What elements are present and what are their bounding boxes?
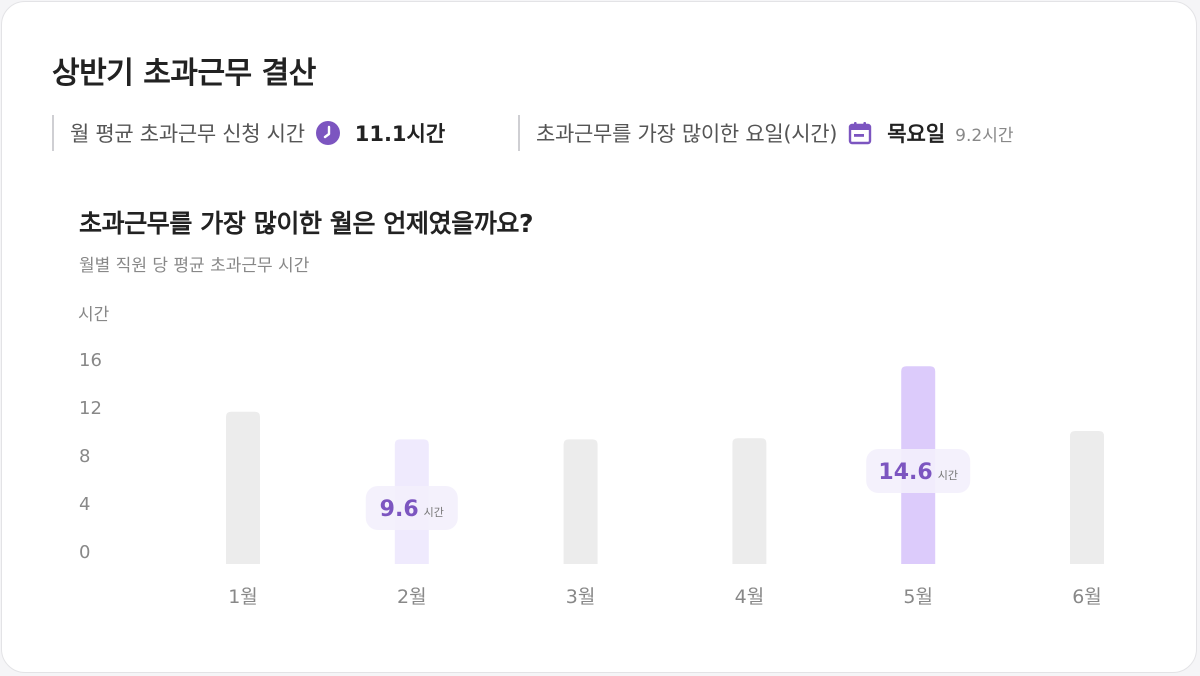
y-tick-label: 8 <box>79 446 90 467</box>
x-tick-label: 1월 <box>228 586 258 608</box>
data-label-background <box>365 486 458 530</box>
bar-4 <box>732 438 767 564</box>
monthly-average-stat: 월 평균 초과근무 신청 시간 11.1시간 <box>52 115 445 151</box>
x-tick-label: 2월 <box>397 586 427 608</box>
x-tick-label: 6월 <box>1072 586 1102 608</box>
y-tick-label: 12 <box>79 398 102 419</box>
data-label: 9.6 시간 <box>380 497 444 522</box>
top-day-stat: 초과근무를 가장 많이한 요일(시간) 목요일 9.2시간 <box>518 115 1014 151</box>
x-tick-label: 3월 <box>566 586 596 608</box>
monthly-average-value: 11.1시간 <box>354 122 446 146</box>
card-title: 상반기 초과근무 결산 <box>52 56 316 91</box>
top-day-value: 목요일 <box>887 122 946 146</box>
data-label-background <box>866 449 971 493</box>
monthly-average-label: 월 평균 초과근무 신청 시간 <box>70 122 305 146</box>
data-label: 14.6 시간 <box>878 460 958 485</box>
chart-subtitle: 월별 직원 당 평균 초과근무 시간 <box>79 256 310 276</box>
top-day-hours: 9.2시간 <box>955 125 1014 146</box>
clock-icon <box>315 120 341 146</box>
x-tick-label: 5월 <box>903 586 933 608</box>
stat-divider <box>52 115 54 151</box>
y-tick-label: 4 <box>79 494 90 515</box>
data-label-value: 14.6 <box>878 460 932 485</box>
x-tick-label: 4월 <box>735 586 765 608</box>
bar-6 <box>1070 431 1104 564</box>
bar-3 <box>563 439 598 564</box>
bar-1 <box>226 411 260 564</box>
y-tick-label: 16 <box>79 350 102 371</box>
calendar-icon <box>847 120 873 146</box>
data-label-unit: 시간 <box>424 506 444 519</box>
y-axis-label: 시간 <box>78 305 110 325</box>
chart-title: 초과근무를 가장 많이한 월은 언제였을까요? <box>79 209 534 238</box>
y-tick-label: 0 <box>79 542 90 563</box>
data-label-unit: 시간 <box>938 469 958 482</box>
top-day-label: 초과근무를 가장 많이한 요일(시간) <box>536 122 838 146</box>
stat-divider <box>518 115 520 151</box>
data-label-value: 9.6 <box>380 497 419 522</box>
